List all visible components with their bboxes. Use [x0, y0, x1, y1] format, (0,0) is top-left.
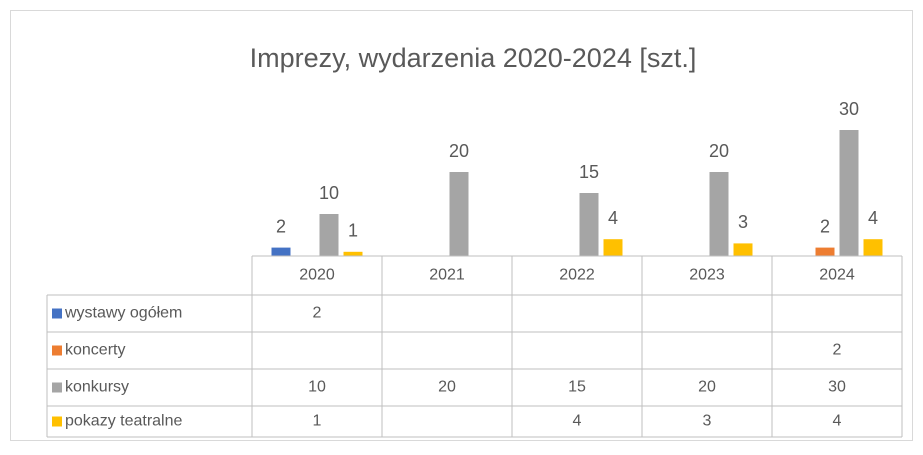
table-cell: 3	[703, 413, 712, 430]
x-tick-label: 2023	[689, 267, 725, 284]
bar	[839, 130, 859, 256]
data-label: 10	[319, 183, 339, 203]
table-cell: 20	[698, 379, 716, 396]
bar	[449, 172, 469, 256]
table-cell: 4	[573, 413, 582, 430]
legend-label: wystawy ogółem	[64, 305, 182, 322]
legend-swatch	[52, 382, 62, 393]
x-tick-label: 2021	[429, 267, 465, 284]
bar	[815, 247, 835, 256]
bar	[603, 239, 623, 256]
table-cell: 15	[568, 379, 586, 396]
data-label: 2	[276, 216, 286, 236]
legend-label: koncerty	[65, 342, 125, 359]
legend-swatch	[52, 345, 62, 356]
data-label: 4	[608, 208, 618, 228]
data-label: 1	[348, 221, 358, 241]
data-label: 20	[449, 141, 469, 161]
table-cell: 1	[313, 413, 322, 430]
chart-title: Imprezy, wydarzenia 2020-2024 [szt.]	[250, 43, 697, 73]
table-cell: 2	[313, 305, 322, 322]
bar	[733, 243, 753, 256]
x-tick-label: 2024	[819, 267, 855, 284]
legend-swatch	[52, 416, 62, 427]
bar	[271, 247, 291, 256]
legend-label: konkursy	[65, 379, 129, 396]
bar	[863, 239, 883, 256]
legend-label: pokazy teatralne	[65, 413, 183, 430]
data-label: 15	[579, 162, 599, 182]
table-cell: 4	[833, 413, 842, 430]
bar	[343, 251, 363, 256]
legend-swatch	[52, 308, 62, 319]
table-cell: 20	[438, 379, 456, 396]
table-cell: 10	[308, 379, 326, 396]
data-label: 2	[820, 216, 830, 236]
table-cell: 2	[833, 342, 842, 359]
bar	[319, 214, 339, 256]
data-label: 3	[738, 212, 748, 232]
x-tick-label: 2022	[559, 267, 595, 284]
bar	[579, 193, 599, 256]
data-label: 30	[839, 99, 859, 119]
bar	[709, 172, 729, 256]
x-tick-label: 2020	[299, 267, 335, 284]
data-label: 20	[709, 141, 729, 161]
table-cell: 30	[828, 379, 846, 396]
data-label: 4	[868, 208, 878, 228]
